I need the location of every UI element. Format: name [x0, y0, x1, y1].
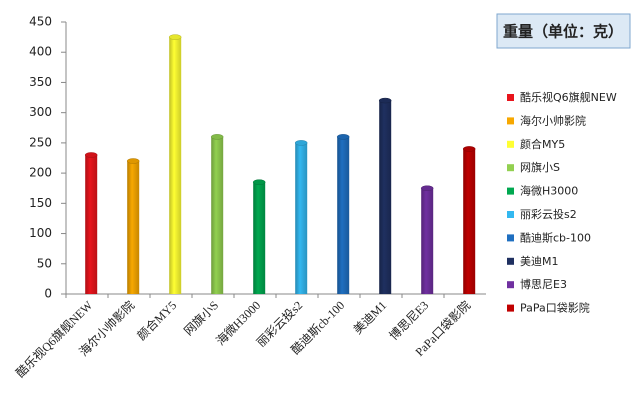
y-tick-label: 450	[29, 15, 52, 29]
legend-swatch	[507, 211, 514, 218]
legend-label: 网旗小S	[520, 160, 560, 174]
bar	[295, 142, 308, 294]
chart-title: 重量（单位：克）	[503, 23, 623, 41]
legend-label: 酷迪斯cb-100	[520, 231, 591, 244]
legend-swatch	[507, 281, 514, 289]
bar	[379, 100, 392, 294]
bar	[253, 182, 266, 294]
y-tick-label: 0	[44, 287, 52, 301]
legend-label: PaPa口袋影院	[520, 301, 590, 315]
bar-top	[210, 134, 224, 140]
bar	[421, 188, 434, 294]
title-box	[496, 13, 631, 49]
legend-label: 丽彩云投s2	[520, 207, 577, 221]
bar-top	[126, 158, 140, 164]
legend-label: 美迪M1	[520, 255, 559, 268]
y-tick-label: 50	[37, 256, 52, 270]
y-tick-label: 300	[29, 105, 52, 119]
legend-label: 博思尼E3	[520, 278, 567, 291]
y-tick-label: 100	[29, 226, 52, 240]
legend-swatch	[507, 304, 514, 312]
legend-swatch	[507, 117, 514, 125]
bar	[127, 161, 140, 294]
bar	[169, 37, 182, 294]
legend-swatch	[507, 94, 514, 101]
bar	[337, 136, 350, 294]
legend-label: 酷乐视Q6旗舰NEW	[520, 90, 617, 104]
x-tick-label: 颜合MY5	[134, 297, 179, 342]
bar	[463, 148, 476, 294]
bar-top	[420, 185, 434, 191]
legend-label: 海尔小帅影院	[520, 113, 586, 127]
x-tick-label: 酷乐视Q6旗舰NEW	[13, 297, 96, 380]
legend-label: 颜合MY5	[520, 137, 565, 151]
x-tick-label: 网旗小S	[180, 297, 221, 338]
legend-swatch	[507, 140, 514, 148]
bar-top	[336, 134, 350, 140]
legend-label: 海微H3000	[520, 184, 578, 198]
bar-top	[294, 140, 308, 146]
x-tick-label: 美迪M1	[351, 298, 390, 337]
y-tick-label: 350	[29, 75, 52, 89]
y-tick-label: 150	[29, 196, 52, 210]
y-tick-label: 200	[29, 166, 52, 180]
bar-top	[84, 152, 98, 158]
bar-top	[252, 179, 266, 185]
y-tick-label: 400	[29, 45, 52, 59]
legend-swatch	[507, 187, 514, 195]
legend-swatch	[507, 234, 514, 242]
bar	[211, 136, 224, 294]
bar-top	[378, 97, 392, 104]
y-tick-label: 250	[29, 135, 52, 149]
legend-swatch	[507, 164, 514, 172]
bar	[85, 154, 98, 294]
bar-top	[168, 34, 182, 40]
legend-swatch	[507, 257, 514, 265]
bar-top	[462, 146, 476, 152]
